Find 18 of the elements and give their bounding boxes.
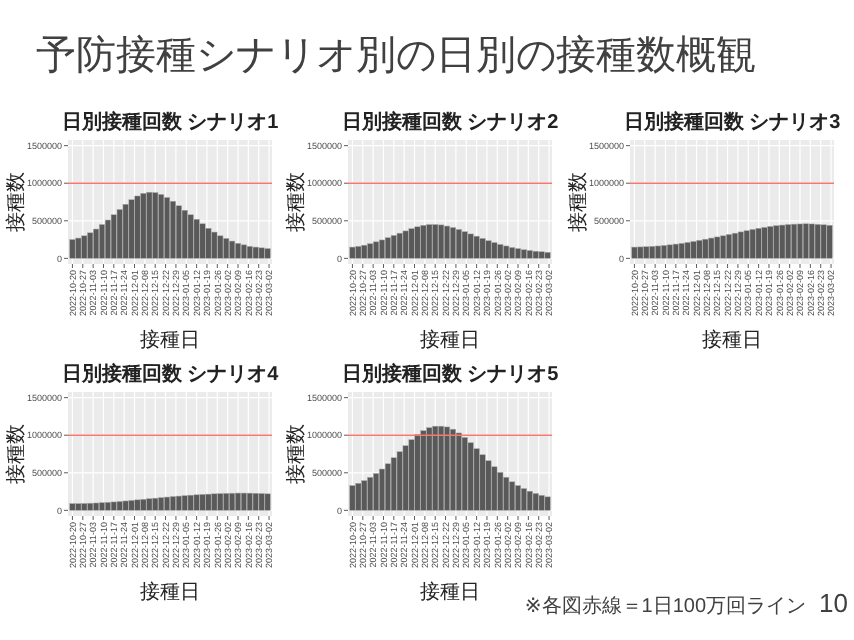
y-axis-title: 接種数 <box>566 172 590 232</box>
chart-title: 日別接種回数 シナリオ4 <box>61 362 280 386</box>
x-axis-title: 接種日 <box>140 328 200 352</box>
text: 予防接種シナリオ別の日別の接種数概観 <box>36 34 756 78</box>
x-axis-title: 接種日 <box>702 328 762 352</box>
y-axis-title: 接種数 <box>4 172 28 232</box>
y-axis-title: 接種数 <box>4 424 28 484</box>
chart-title: 日別接種回数 シナリオ5 <box>341 362 560 386</box>
y-axis-title: 接種数 <box>284 424 308 484</box>
text: 10 <box>819 588 848 618</box>
text: ※各図赤線＝1日100万回ライン <box>524 594 806 618</box>
x-axis-title: 接種日 <box>420 580 480 604</box>
chart-title: 日別接種回数 シナリオ2 <box>341 110 560 134</box>
y-axis-title: 接種数 <box>284 172 308 232</box>
x-axis-title: 接種日 <box>420 328 480 352</box>
chart-title: 日別接種回数 シナリオ3 <box>623 110 842 134</box>
chart-title: 日別接種回数 シナリオ1 <box>61 110 280 134</box>
x-axis-title: 接種日 <box>140 580 200 604</box>
